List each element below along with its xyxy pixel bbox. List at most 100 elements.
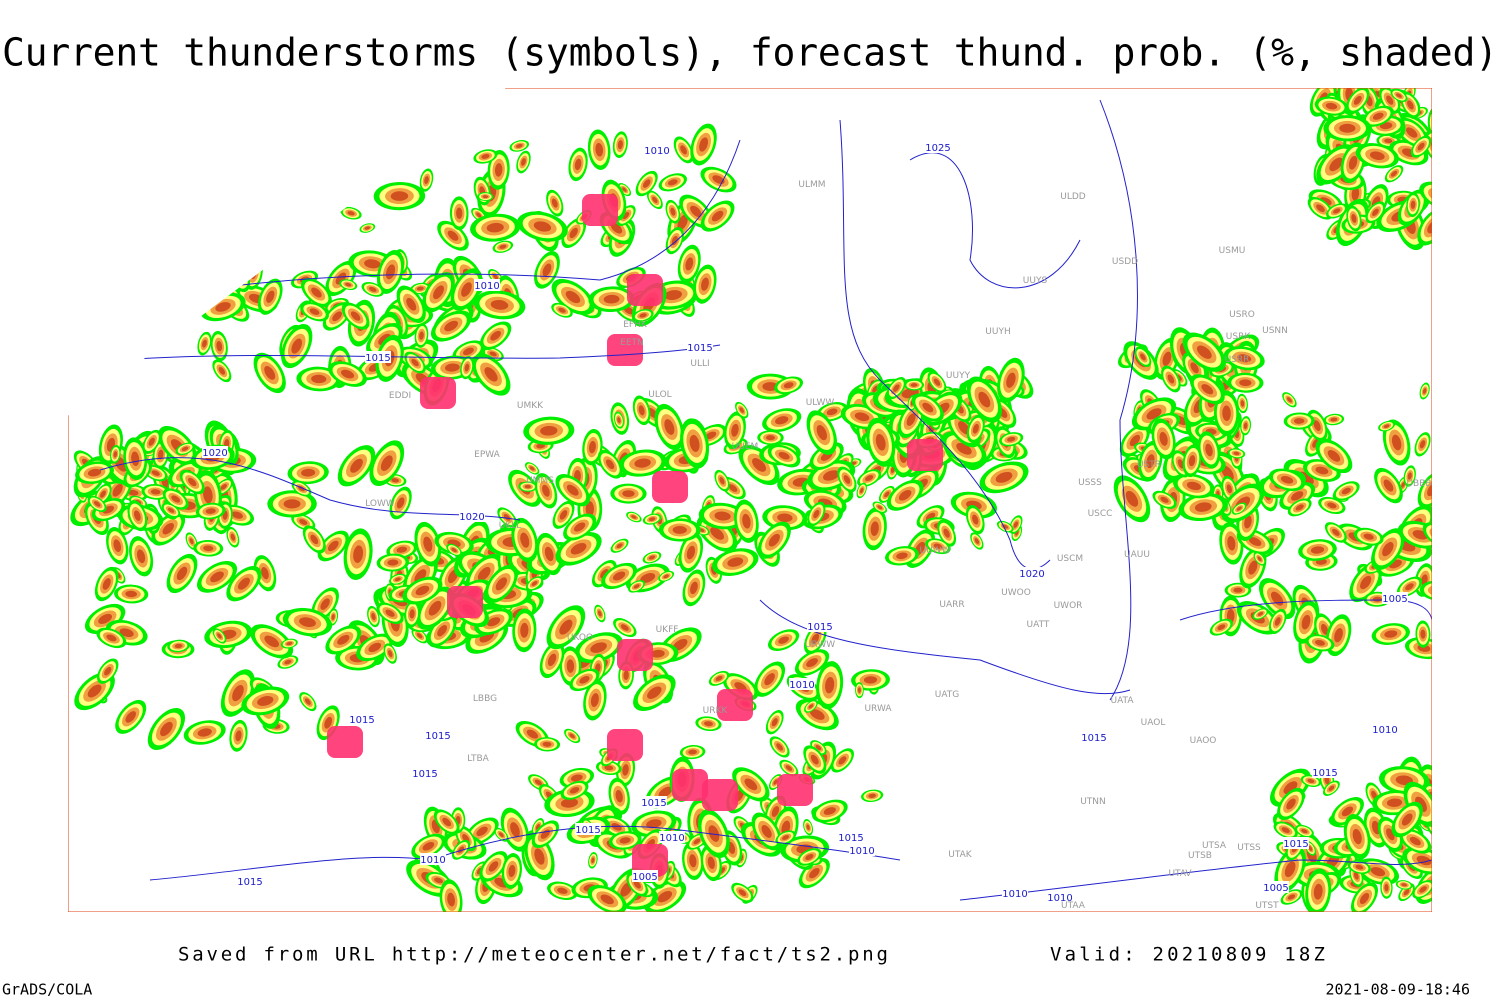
prob-shade	[385, 609, 395, 617]
prob-shade	[640, 573, 656, 583]
prob-shade	[194, 284, 207, 297]
prob-shade	[416, 633, 423, 639]
prob-shade	[387, 559, 399, 566]
prob-shade	[486, 222, 504, 233]
prob-shade	[551, 198, 558, 208]
storm-symbol	[652, 471, 688, 503]
station-label: UATA	[1110, 696, 1134, 706]
prob-shade	[1431, 189, 1448, 203]
prob-shade	[481, 154, 490, 159]
station-label: USDD	[1112, 257, 1138, 267]
prob-shade	[324, 716, 333, 729]
prob-shade	[685, 257, 694, 271]
prob-shade	[531, 581, 538, 586]
prob-shade	[617, 417, 621, 424]
prob-shade	[299, 617, 316, 627]
station-label: UTSS	[1237, 843, 1261, 853]
prob-shade	[385, 264, 396, 280]
station-label: URWA	[864, 704, 892, 714]
prob-shade	[310, 534, 319, 545]
prob-shade	[215, 302, 231, 312]
prob-shade	[396, 546, 408, 553]
prob-shade	[710, 527, 725, 540]
prob-shade	[186, 277, 215, 305]
prob-shade	[227, 274, 233, 279]
station-label: EDDI	[389, 391, 411, 401]
station-label: ULOL	[648, 390, 671, 400]
isobar-label: 1015	[1312, 768, 1337, 779]
prob-shade	[332, 311, 342, 322]
prob-shade	[416, 286, 424, 291]
prob-shade	[327, 540, 339, 552]
station-label: LBBG	[473, 694, 497, 704]
storm-symbol	[420, 377, 456, 409]
prob-shade	[371, 612, 376, 621]
station-label: LTBA	[467, 754, 489, 764]
prob-shade	[396, 497, 405, 509]
prob-shade	[341, 131, 360, 149]
prob-shade	[461, 282, 472, 297]
prob-shade	[515, 143, 523, 148]
station-label: USRK	[1226, 332, 1252, 342]
isobar-label: 1010	[789, 680, 814, 691]
prob-shade	[345, 282, 352, 287]
prob-shade	[284, 659, 292, 665]
prob-shade	[112, 483, 123, 497]
station-label: UTSA	[1202, 841, 1227, 851]
station-label: UUYY	[946, 371, 971, 381]
prob-shade	[542, 263, 552, 277]
prob-shade	[391, 478, 399, 483]
saved-url: Saved from URL http://meteocenter.net/fa…	[178, 944, 888, 966]
prob-shade	[1434, 117, 1441, 129]
prob-shade	[344, 155, 360, 164]
prob-shade	[690, 581, 698, 595]
prob-shade	[311, 374, 327, 384]
isobar-label: 1015	[425, 731, 450, 742]
prob-shade	[603, 294, 620, 304]
prob-shade	[346, 156, 358, 163]
prob-shade	[456, 207, 463, 220]
station-label: EFHK	[623, 320, 648, 330]
prob-shade	[633, 584, 640, 589]
station-label: ULWW	[806, 398, 835, 408]
prob-shade	[490, 299, 509, 310]
station-label: EPWA	[474, 450, 501, 460]
storm-symbol	[617, 639, 653, 671]
prob-shade	[136, 549, 146, 564]
prob-shade	[128, 489, 139, 496]
isobar-label: 1015	[1081, 733, 1106, 744]
prob-shade	[210, 571, 224, 583]
prob-shade	[226, 273, 235, 280]
prob-shade	[566, 484, 579, 496]
prob-shade	[368, 642, 382, 653]
prob-shade	[1432, 817, 1442, 827]
station-label: UUYH	[985, 327, 1010, 337]
prob-shade	[559, 510, 568, 520]
prob-shade	[190, 281, 211, 301]
prob-shade	[423, 536, 433, 552]
prob-shade	[264, 366, 276, 380]
prob-shade	[104, 666, 112, 676]
isobar-label: 1010	[1372, 725, 1397, 736]
isobar-label: 1005	[1382, 594, 1407, 605]
station-label: UARR	[939, 600, 964, 610]
prob-shade	[257, 696, 274, 706]
prob-shade	[414, 569, 427, 584]
storm-symbol	[447, 586, 483, 618]
prob-shade	[175, 277, 206, 295]
prob-shade	[194, 292, 213, 303]
prob-shade	[87, 684, 102, 698]
prob-shade	[189, 538, 194, 545]
prob-shade	[910, 383, 918, 387]
prob-shade	[176, 566, 188, 581]
prob-shade	[712, 175, 725, 184]
prob-shade	[447, 230, 459, 241]
prob-shade	[622, 211, 630, 220]
prob-shade	[489, 351, 497, 357]
station-label: USMU	[1219, 246, 1246, 256]
station-label: USRR	[1225, 355, 1250, 365]
prob-shade	[701, 277, 709, 291]
prob-shade	[671, 235, 678, 246]
prob-shade	[320, 598, 330, 610]
prob-shade	[444, 363, 460, 372]
